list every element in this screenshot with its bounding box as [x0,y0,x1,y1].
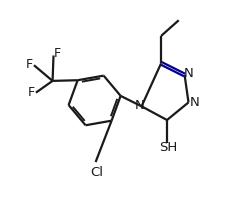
Text: N: N [135,99,145,112]
Text: N: N [184,67,194,80]
Text: F: F [53,47,61,60]
Text: Cl: Cl [90,166,103,179]
Text: SH: SH [159,141,178,154]
Text: F: F [26,58,33,71]
Text: F: F [28,86,35,99]
Text: N: N [190,96,199,109]
